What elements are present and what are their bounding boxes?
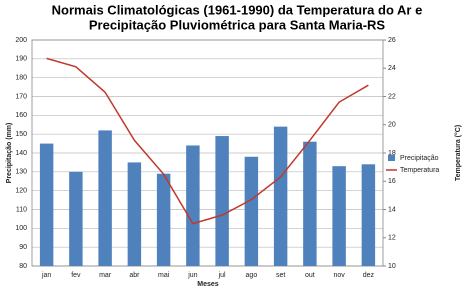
- y-tick-label: 110: [16, 206, 27, 213]
- chart-title: Normais Climatológicas (1961-1990) da Te…: [52, 2, 423, 17]
- x-tick-label: set: [276, 272, 285, 279]
- y-tick-label: 80: [19, 263, 27, 270]
- y2-tick-label: 12: [388, 235, 396, 242]
- bar: [186, 145, 200, 266]
- plot-frame: [31, 39, 384, 267]
- legend-swatch: [388, 155, 395, 161]
- x-tick-label: jun: [187, 272, 197, 279]
- bar: [303, 141, 317, 266]
- y2-tick-label: 24: [388, 65, 396, 72]
- x-tick-label: fev: [71, 272, 81, 279]
- y2-tick-label: 10: [388, 263, 396, 270]
- y-tick-label: 160: [15, 112, 27, 119]
- y-tick-label: 130: [15, 169, 27, 176]
- y-tick-label: 140: [15, 150, 27, 157]
- bar: [332, 166, 346, 266]
- y-tick-label: 150: [15, 131, 27, 138]
- bar: [39, 143, 54, 266]
- x-tick-label: out: [305, 272, 315, 279]
- legend-label: Precipitação: [400, 155, 439, 162]
- y2-tick-label: 26: [388, 37, 396, 44]
- y-tick-label: 90: [19, 244, 27, 251]
- y2-tick-label: 20: [388, 122, 396, 129]
- bar: [244, 156, 259, 266]
- x-tick-label: mai: [158, 272, 170, 279]
- bar: [98, 130, 112, 266]
- bar: [215, 136, 229, 266]
- bar: [156, 173, 171, 266]
- x-tick-label: abr: [129, 272, 140, 279]
- y-tick-label: 190: [15, 56, 27, 63]
- bar: [273, 126, 288, 266]
- y2-tick-label: 18: [388, 150, 396, 157]
- x-tick-label: nov: [333, 272, 345, 279]
- x-axis-label: Meses: [197, 281, 219, 288]
- y2-tick-label: 14: [388, 206, 396, 213]
- x-tick-label: ago: [246, 272, 258, 279]
- x-tick-label: jul: [218, 272, 226, 279]
- y-tick-label: 120: [15, 188, 27, 195]
- bar: [127, 162, 142, 266]
- y-tick-label: 180: [15, 75, 27, 82]
- x-tick-label: dez: [363, 272, 375, 279]
- y2-tick-label: 16: [388, 178, 396, 185]
- y-tick-label: 100: [15, 225, 27, 232]
- chart-title: Precipitação Pluviométrica para Santa Ma…: [89, 17, 386, 32]
- y-tick-label: 170: [15, 93, 27, 100]
- y-tick-label: 200: [15, 37, 27, 44]
- y2-axis-label: Temperatura (°C): [454, 125, 462, 181]
- bar: [69, 171, 83, 266]
- x-tick-label: jan: [41, 272, 51, 279]
- y-axis-label: Precipitação (mm): [6, 123, 13, 184]
- bar: [361, 164, 376, 266]
- x-tick-label: mar: [99, 272, 112, 279]
- y2-tick-label: 22: [388, 93, 396, 100]
- line: [46, 57, 369, 225]
- legend-label: Temperatura: [400, 167, 439, 174]
